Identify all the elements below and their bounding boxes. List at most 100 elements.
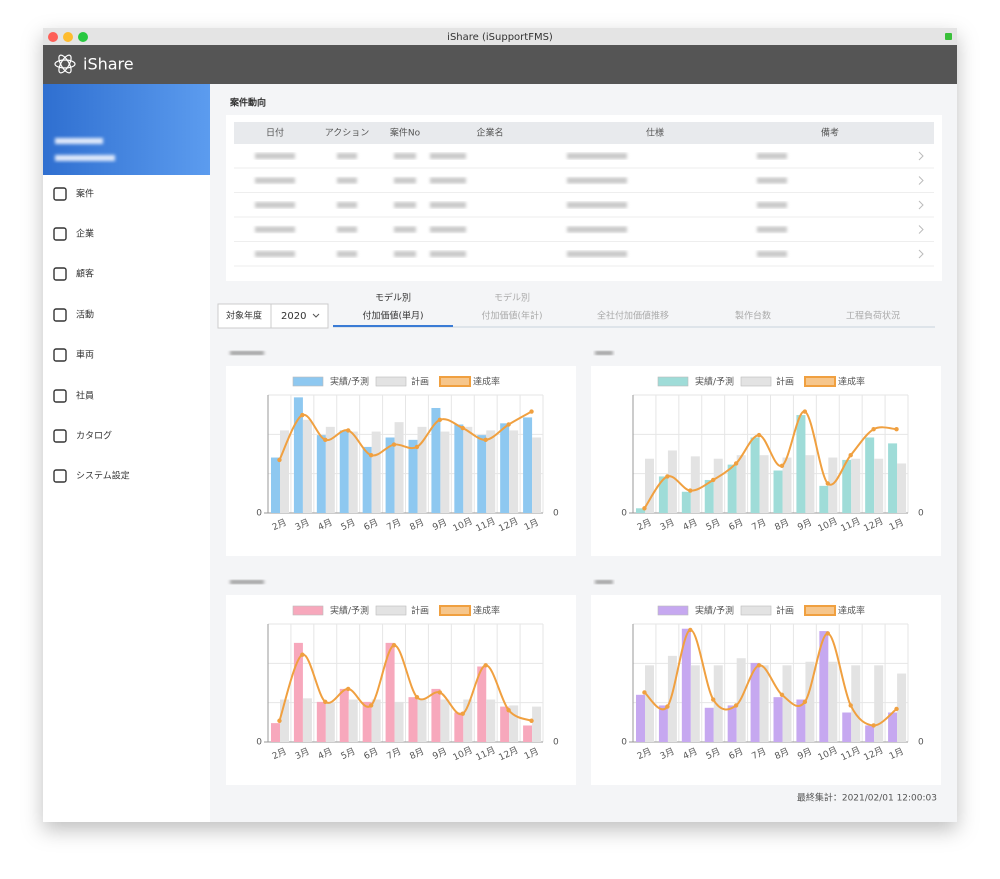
close-button[interactable] xyxy=(48,32,58,42)
legend-label: 達成率 xyxy=(838,376,865,388)
blurred-cell xyxy=(255,177,295,184)
legend-swatch xyxy=(740,605,772,616)
tab-label[interactable]: 製作台数 xyxy=(735,310,771,322)
actual-bar xyxy=(704,707,714,742)
actual-bar xyxy=(704,479,714,513)
actual-bar xyxy=(727,705,737,742)
blurred-cell xyxy=(337,177,357,184)
blurred-cell xyxy=(567,177,627,184)
legend-label: 実績/予測 xyxy=(695,605,734,617)
chart-title-blurred xyxy=(230,351,264,355)
year-select[interactable] xyxy=(270,303,329,329)
blurred-cell xyxy=(567,251,627,257)
tab-subtitle[interactable]: モデル別 xyxy=(375,292,411,304)
plan-bar xyxy=(280,430,289,513)
blurred-cell xyxy=(337,153,357,159)
plan-bar xyxy=(463,699,473,742)
blurred-cell xyxy=(337,226,357,233)
actual-bar xyxy=(819,485,829,513)
rate-point xyxy=(346,428,351,433)
menu-icon xyxy=(53,187,67,201)
actual-bar xyxy=(316,435,326,513)
actual-bar xyxy=(636,694,645,742)
actual-bar xyxy=(454,712,464,742)
table-row[interactable] xyxy=(255,153,787,159)
actual-bar xyxy=(293,397,303,513)
row-chevron xyxy=(918,200,924,210)
minimize-button[interactable] xyxy=(63,32,73,42)
menu-item[interactable]: 企業 xyxy=(76,228,94,240)
blurred-cell xyxy=(430,177,466,184)
column-header: 企業名 xyxy=(476,127,503,139)
tab-label[interactable]: 付加価値(単月) xyxy=(362,310,423,322)
plan-bar xyxy=(325,703,335,742)
table-row[interactable] xyxy=(255,251,787,257)
menu-item[interactable]: 社員 xyxy=(76,390,94,402)
actual-bar xyxy=(796,699,806,742)
menu-item[interactable]: 車両 xyxy=(76,349,94,361)
actual-bar xyxy=(681,491,691,513)
year-value[interactable]: 2020 xyxy=(281,311,306,322)
rate-point xyxy=(642,506,647,511)
table-row[interactable] xyxy=(255,177,787,184)
legend-label: 実績/予測 xyxy=(330,376,369,388)
select-caret xyxy=(312,313,320,318)
lock-icon xyxy=(945,33,952,40)
legend-swatch xyxy=(439,605,471,616)
blurred-cell xyxy=(430,202,466,208)
actual-bar xyxy=(773,697,783,742)
tab-subtitle[interactable]: モデル別 xyxy=(494,292,530,304)
rate-point xyxy=(414,444,420,450)
table-row[interactable] xyxy=(255,226,787,233)
menu-item[interactable]: カタログ xyxy=(76,430,112,442)
actual-bar xyxy=(385,437,395,513)
rate-point xyxy=(460,711,465,716)
rate-point xyxy=(825,481,830,486)
rate-point xyxy=(642,690,647,695)
filter-label: 対象年度 xyxy=(226,310,262,322)
y-tick-label: 0 xyxy=(621,738,627,748)
plan-bar xyxy=(280,699,289,742)
menu-item[interactable]: 案件 xyxy=(76,188,94,200)
zoom-button[interactable] xyxy=(78,32,88,42)
tab-label[interactable]: 工程負荷状況 xyxy=(846,310,900,322)
blurred-cell xyxy=(757,153,787,159)
legend-swatch xyxy=(292,376,324,387)
blurred-cell xyxy=(394,251,416,257)
plan-bar xyxy=(532,437,542,513)
chart-title-blurred xyxy=(595,580,613,584)
menu-item[interactable]: 活動 xyxy=(76,309,94,321)
y-tick-label: 0 xyxy=(256,509,262,519)
column-header: 仕様 xyxy=(646,127,664,139)
y2-tick-label: 0 xyxy=(553,738,559,748)
rate-point xyxy=(825,631,830,636)
plan-bar xyxy=(417,699,427,742)
menu-item[interactable]: システム設定 xyxy=(76,470,130,482)
legend-label: 実績/予測 xyxy=(330,605,369,617)
plan-bar xyxy=(509,705,519,742)
menu-item[interactable]: 顧客 xyxy=(76,268,94,280)
blurred-cell xyxy=(757,226,787,233)
plan-bar xyxy=(645,458,654,513)
actual-bar xyxy=(316,701,326,742)
rate-point xyxy=(391,442,397,447)
actual-bar xyxy=(681,628,691,742)
blurred-cell xyxy=(757,177,787,184)
legend-swatch xyxy=(740,376,772,387)
legend-label: 計画 xyxy=(776,376,794,388)
plan-bar xyxy=(851,458,861,513)
rate-point xyxy=(756,432,762,438)
table-row[interactable] xyxy=(255,202,787,208)
legend-label: 実績/予測 xyxy=(695,376,734,388)
plan-bar xyxy=(828,661,838,742)
tab-label[interactable]: 付加価値(年計) xyxy=(481,310,542,322)
tab-label[interactable]: 全社付加価値推移 xyxy=(597,310,669,322)
rate-point xyxy=(529,409,534,414)
plan-bar xyxy=(759,455,769,513)
rate-point xyxy=(506,707,511,713)
rate-point xyxy=(414,694,420,700)
y2-tick-label: 0 xyxy=(918,738,924,748)
